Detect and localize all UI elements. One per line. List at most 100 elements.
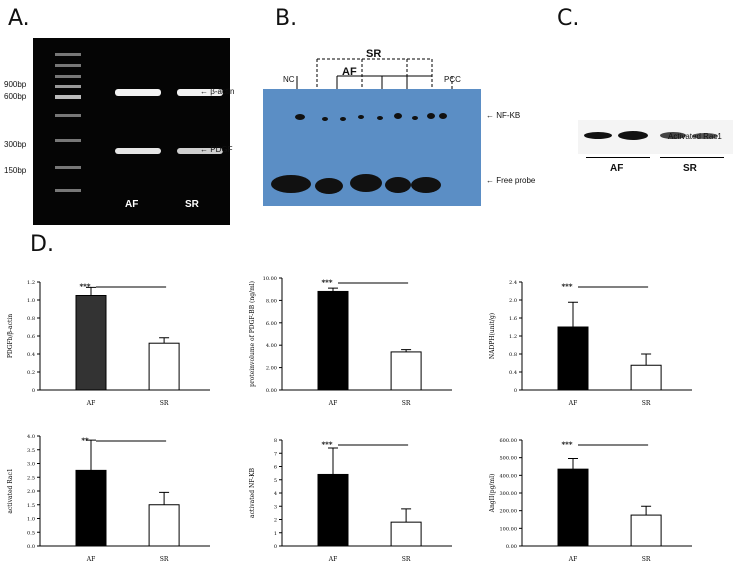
y-tick-label: 7 bbox=[274, 451, 277, 457]
y-tick-label: 0.4 bbox=[509, 370, 517, 376]
nfkb-label: ← NF-KB bbox=[486, 111, 521, 120]
panel-c-letter: C. bbox=[557, 6, 580, 31]
y-tick-label: 1.6 bbox=[509, 316, 517, 322]
gel-lane-af: AF bbox=[125, 199, 139, 210]
y-tick-label: 200.00 bbox=[500, 509, 518, 515]
bar-sr bbox=[630, 364, 662, 391]
rac1-sr-line bbox=[660, 157, 724, 158]
y-tick-label: 500.00 bbox=[500, 456, 518, 462]
x-tick-label: AF bbox=[328, 556, 338, 563]
y-tick-label: 2.0 bbox=[509, 298, 517, 304]
significance-marker: ** bbox=[81, 436, 89, 445]
bar-af bbox=[557, 468, 589, 547]
error-bar bbox=[86, 286, 96, 296]
rac1-group-af: AF bbox=[610, 163, 624, 174]
x-tick-label: SR bbox=[402, 400, 411, 407]
y-tick-label: 0 bbox=[274, 544, 277, 550]
significance-marker: *** bbox=[80, 282, 91, 291]
bar-sr bbox=[148, 342, 180, 391]
bar-af bbox=[557, 326, 589, 391]
error-bar bbox=[568, 301, 578, 327]
pdgf-label: ← PDGF bbox=[200, 145, 233, 154]
beta-actin-label: ← β-actin bbox=[200, 87, 235, 96]
rac1-af-line bbox=[586, 157, 650, 158]
y-tick-label: 1 bbox=[274, 531, 277, 537]
rac1-label: Activated Rac1 bbox=[668, 132, 722, 141]
emsa-group-af: AF bbox=[342, 66, 357, 78]
panel-d-letter: D. bbox=[30, 232, 54, 257]
axis bbox=[39, 436, 210, 547]
y-tick-label: 2.00 bbox=[266, 366, 277, 372]
error-bar bbox=[159, 337, 170, 344]
error-bar bbox=[328, 447, 338, 475]
y-tick-label: 2.0 bbox=[27, 489, 35, 495]
marker-600: 600bp bbox=[4, 92, 27, 101]
x-tick-label: SR bbox=[160, 400, 169, 407]
x-tick-label: AF bbox=[568, 556, 578, 563]
x-tick-label: AF bbox=[568, 400, 578, 407]
error-bar bbox=[568, 458, 578, 470]
y-tick-label: 4 bbox=[274, 491, 277, 497]
error-bar bbox=[401, 349, 412, 352]
bar-sr bbox=[148, 504, 180, 547]
x-tick-label: SR bbox=[642, 556, 651, 563]
bar-chart-2: 0.00 2.00 4.00 6.00 8.00 10.00 proteinvolume o… bbox=[249, 276, 452, 407]
error-bar bbox=[401, 508, 412, 523]
x-tick-label: AF bbox=[328, 400, 338, 407]
y-tick-label: 1.0 bbox=[27, 517, 35, 523]
emsa-lane-pcc: PCC bbox=[444, 75, 461, 84]
gel-image: AF SR bbox=[33, 38, 230, 225]
y-tick-label: 3 bbox=[274, 504, 277, 510]
error-bar bbox=[328, 287, 338, 292]
y-tick-label: 0 bbox=[514, 388, 517, 394]
y-tick-label: 0.2 bbox=[27, 370, 35, 376]
y-tick-label: 1.5 bbox=[27, 503, 35, 509]
bar-chart-5: 0 1 2 3 4 5 6 7 8 activated NF-KB AF SR *** bbox=[249, 438, 452, 563]
x-tick-label: SR bbox=[160, 556, 169, 563]
y-tick-label: 8.00 bbox=[266, 298, 277, 304]
panel-b-letter: B. bbox=[275, 6, 298, 31]
y-tick-label: 0.0 bbox=[27, 544, 35, 550]
x-tick-label: AF bbox=[86, 556, 96, 563]
bar-chart-3: 0 0.4 0.8 1.2 1.6 2.0 2.4 NADPH(unit/g) AF SR *** bbox=[489, 280, 692, 407]
y-tick-label: 3.0 bbox=[27, 462, 35, 468]
free-probe-label: ← Free probe bbox=[486, 176, 536, 185]
y-axis-label: activated Rac1 bbox=[7, 468, 14, 513]
y-tick-label: 0.00 bbox=[506, 544, 517, 550]
bar-chart-1: 0 0.2 0.4 0.6 0.8 1.0 1.2 PDGFb/β-actin AF SR *** bbox=[7, 280, 210, 407]
bar-af bbox=[317, 473, 349, 547]
y-axis-label: NADPH(unit/g) bbox=[489, 313, 496, 359]
x-tick-label: SR bbox=[642, 400, 651, 407]
significance-marker: *** bbox=[562, 440, 573, 449]
significance-marker: *** bbox=[322, 440, 333, 449]
emsa-group-sr: SR bbox=[366, 48, 382, 60]
y-tick-label: 2 bbox=[274, 518, 277, 524]
rac1-group-sr: SR bbox=[683, 163, 697, 174]
bar-sr bbox=[390, 521, 422, 547]
y-tick-label: 4.00 bbox=[266, 343, 277, 349]
y-tick-label: 4.0 bbox=[27, 434, 35, 440]
error-bar bbox=[641, 353, 652, 366]
axis bbox=[521, 440, 692, 547]
error-bar bbox=[86, 439, 96, 471]
y-tick-label: 3.5 bbox=[27, 448, 35, 454]
gel-lane-sr: SR bbox=[185, 199, 199, 210]
y-tick-label: 8 bbox=[274, 438, 277, 444]
bar-af bbox=[75, 469, 107, 547]
y-axis-label: PDGFb/β-actin bbox=[7, 314, 14, 358]
y-tick-label: 1.0 bbox=[27, 298, 35, 304]
y-tick-label: 400.00 bbox=[500, 473, 518, 479]
error-bar bbox=[641, 505, 652, 516]
bar-chart-6: 0.00 100.00 200.00 300.00 400.00 500.00 600.00… bbox=[489, 438, 692, 563]
bar-af bbox=[75, 295, 107, 391]
axis bbox=[39, 282, 210, 391]
y-axis-label: AngII(pg/ml) bbox=[489, 474, 496, 514]
bar-sr bbox=[390, 351, 422, 391]
gel-bands bbox=[55, 53, 223, 192]
y-tick-label: 0.4 bbox=[27, 352, 35, 358]
y-tick-label: 6.00 bbox=[266, 321, 277, 327]
marker-150: 150bp bbox=[4, 166, 27, 175]
y-tick-label: 0.8 bbox=[509, 352, 517, 358]
axis bbox=[521, 282, 692, 391]
y-tick-label: 0.6 bbox=[27, 334, 35, 340]
